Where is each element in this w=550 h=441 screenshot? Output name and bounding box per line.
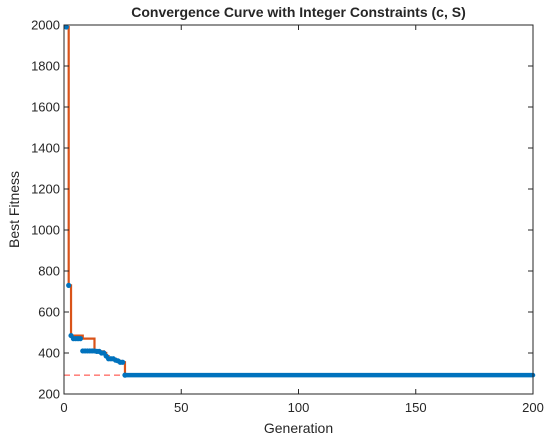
y-tick-label: 1200	[31, 182, 60, 197]
y-tick-label: 800	[38, 264, 60, 279]
plot-area	[64, 25, 533, 394]
y-tick-label: 1800	[31, 59, 60, 74]
x-tick-label: 0	[60, 400, 67, 415]
x-tick-label: 150	[405, 400, 427, 415]
x-axis-label: Generation	[264, 420, 333, 436]
data-point	[120, 359, 126, 365]
ticks-layer: 0 50 100 150 200 200 400 600 800 1000 1200 1400 1600…	[31, 18, 544, 416]
chart-title: Convergence Curve with Integer Constrain…	[131, 4, 466, 20]
data-point	[63, 24, 69, 30]
x-tick-label: 50	[174, 400, 188, 415]
y-tick-label: 1000	[31, 223, 60, 238]
y-tick-label: 400	[38, 346, 60, 361]
series-layer	[63, 24, 536, 378]
x-tick-label: 200	[522, 400, 544, 415]
y-axis-label: Best Fitness	[6, 171, 22, 248]
x-tick-label: 100	[288, 400, 310, 415]
y-tick-label: 2000	[31, 18, 60, 33]
y-tick-label: 1600	[31, 100, 60, 115]
y-tick-label: 1400	[31, 141, 60, 156]
y-tick-label: 600	[38, 305, 60, 320]
data-point	[77, 336, 84, 342]
data-point	[66, 282, 72, 288]
y-tick-label: 200	[38, 387, 60, 402]
